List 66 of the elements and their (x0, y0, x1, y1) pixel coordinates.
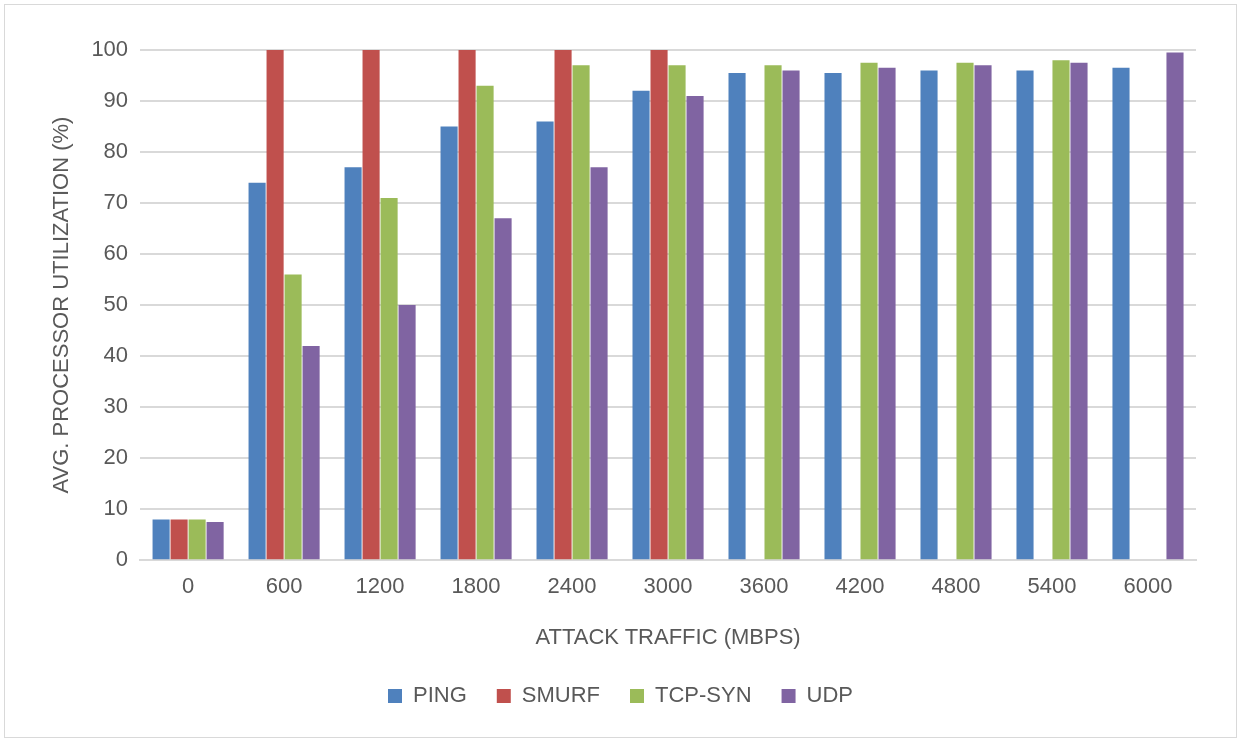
x-tick-label: 600 (265, 573, 303, 599)
y-tick-label: 20 (103, 444, 129, 470)
x-tick-label: 3000 (643, 573, 693, 599)
bar (860, 62, 878, 560)
bar (590, 167, 608, 560)
bar (782, 70, 800, 560)
bar (764, 65, 782, 560)
bar (974, 65, 992, 560)
bar (920, 70, 938, 560)
y-tick-label: 10 (103, 495, 129, 521)
x-tick-label: 1200 (355, 573, 405, 599)
bar (1052, 60, 1070, 560)
x-tick-label: 3600 (739, 573, 789, 599)
y-tick-label: 100 (91, 36, 129, 62)
bar (398, 305, 416, 560)
bar (152, 519, 170, 560)
y-tick-label: 0 (115, 546, 129, 572)
x-tick-label: 0 (181, 573, 195, 599)
bar (362, 50, 380, 560)
bar (458, 50, 476, 560)
y-tick-label: 70 (103, 189, 129, 215)
bar (266, 50, 284, 560)
x-axis-title: ATTACK TRAFFIC (MBPS) (535, 623, 801, 649)
bar (1016, 70, 1034, 560)
bar (1112, 67, 1130, 560)
bar (878, 67, 896, 560)
bar (536, 121, 554, 560)
y-axis-title: AVG. PROCESSOR UTILIZATION (%) (48, 116, 74, 494)
bar (440, 126, 458, 560)
bar (344, 167, 362, 560)
x-tick-label: 1800 (451, 573, 501, 599)
bar (1070, 62, 1088, 560)
legend-label: SMURF (521, 682, 600, 708)
bar (170, 519, 188, 560)
bar (632, 90, 650, 560)
y-tick-label: 80 (103, 138, 129, 164)
bar (476, 85, 494, 560)
bar (668, 65, 686, 560)
bar (380, 197, 398, 560)
bar (650, 50, 668, 560)
bar (554, 50, 572, 560)
x-tick-label: 5400 (1027, 573, 1077, 599)
bar (686, 95, 704, 560)
x-tick-label: 6000 (1123, 573, 1173, 599)
bar (302, 345, 320, 560)
y-tick-label: 60 (103, 240, 129, 266)
bar (206, 521, 224, 560)
x-tick-label: 2400 (547, 573, 597, 599)
y-tick-label: 40 (103, 342, 129, 368)
bar (284, 274, 302, 560)
bar (248, 182, 266, 560)
bar (494, 218, 512, 560)
bar (188, 519, 206, 560)
x-tick-label: 4200 (835, 573, 885, 599)
bar (1166, 52, 1184, 560)
bar (572, 65, 590, 560)
legend-label: TCP-SYN (654, 682, 752, 708)
legend-label: UDP (806, 682, 854, 708)
bar (824, 72, 842, 560)
y-tick-label: 50 (103, 291, 129, 317)
x-tick-label: 4800 (931, 573, 981, 599)
bar (728, 72, 746, 560)
y-tick-label: 90 (103, 87, 129, 113)
y-tick-label: 30 (103, 393, 129, 419)
bar (956, 62, 974, 560)
legend-label: PING (412, 682, 467, 708)
